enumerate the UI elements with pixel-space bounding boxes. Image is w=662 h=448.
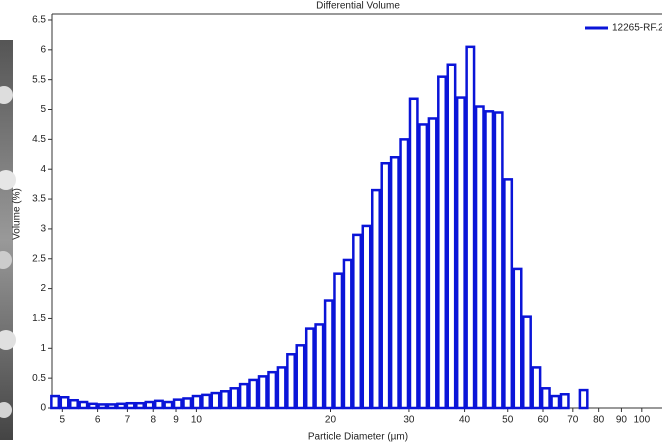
x-tick-label: 50 <box>502 415 514 426</box>
bar <box>127 403 134 408</box>
y-tick-label: 2 <box>40 283 46 294</box>
y-tick-label: 6 <box>40 44 46 55</box>
bar <box>70 400 77 408</box>
bar <box>476 107 483 408</box>
bar <box>561 394 568 408</box>
bar <box>334 274 341 408</box>
bar <box>165 402 172 408</box>
bar <box>401 139 408 408</box>
y-tick-label: 3.5 <box>32 194 46 205</box>
bar <box>429 118 436 408</box>
x-tick-label: 70 <box>567 415 579 426</box>
bar <box>353 235 360 408</box>
x-tick-label: 60 <box>537 415 549 426</box>
x-tick-label: 40 <box>459 415 471 426</box>
bar <box>485 111 492 408</box>
y-tick-label: 5 <box>40 104 46 115</box>
bar <box>419 124 426 408</box>
x-tick-label: 30 <box>403 415 415 426</box>
y-tick-label: 3 <box>40 224 46 235</box>
bar <box>382 163 389 408</box>
x-tick-label: 5 <box>60 415 66 426</box>
bar <box>533 367 540 408</box>
bar <box>61 397 68 408</box>
chart: Differential Volume Volume (%) Particle … <box>0 0 662 448</box>
bar <box>372 190 379 408</box>
bar <box>316 324 324 408</box>
bar <box>467 47 474 408</box>
y-axis-label: Volume (%) <box>12 188 23 240</box>
bar <box>240 384 247 408</box>
bar <box>504 179 511 408</box>
bar <box>542 388 549 408</box>
bar <box>287 354 294 408</box>
bar <box>448 65 455 408</box>
bar <box>552 396 559 408</box>
y-tick-label: 4.5 <box>32 134 46 145</box>
y-tick-label: 6.5 <box>32 15 46 26</box>
y-tick-label: 0 <box>40 403 46 414</box>
y-tick-label: 4 <box>40 164 46 175</box>
bar <box>438 77 445 408</box>
bar <box>523 317 530 408</box>
bar <box>99 404 106 408</box>
bar <box>268 372 275 408</box>
bar <box>457 98 464 408</box>
bar <box>80 402 87 408</box>
x-tick-label: 20 <box>325 415 337 426</box>
bar <box>391 157 398 408</box>
bar <box>221 391 229 408</box>
y-tick-label: 0.5 <box>32 373 46 384</box>
bar <box>306 329 313 408</box>
bar <box>183 398 190 408</box>
bar <box>155 401 162 408</box>
x-tick-label: 7 <box>125 415 131 426</box>
bar <box>325 301 332 408</box>
y-tick-label: 5.5 <box>32 74 46 85</box>
bar <box>514 269 521 408</box>
x-tick-label: 80 <box>593 415 605 426</box>
x-tick-label: 100 <box>633 415 650 426</box>
bar <box>297 345 304 408</box>
y-tick-label: 1 <box>40 343 46 354</box>
y-tick-label: 1.5 <box>32 313 46 324</box>
x-tick-label: 10 <box>191 415 203 426</box>
x-tick-label: 90 <box>616 415 628 426</box>
x-tick-label: 9 <box>173 415 179 426</box>
x-tick-label: 6 <box>95 415 101 426</box>
x-axis-label: Particle Diameter (µm) <box>308 432 408 443</box>
bar <box>259 376 266 408</box>
bar <box>117 404 124 408</box>
bar <box>202 395 209 408</box>
bar <box>51 396 58 408</box>
bar <box>249 380 257 408</box>
bar <box>344 260 351 408</box>
bar <box>174 400 181 408</box>
legend-label: 12265-RF.2 <box>612 23 662 34</box>
bar <box>231 388 238 408</box>
bar <box>212 393 219 408</box>
bar <box>363 226 370 408</box>
bar <box>495 113 502 409</box>
bar <box>136 403 143 408</box>
bar <box>146 402 153 408</box>
bar <box>89 404 96 408</box>
bar <box>278 367 285 408</box>
y-tick-label: 2.5 <box>32 253 46 264</box>
bar <box>108 404 115 408</box>
x-tick-label: 8 <box>150 415 156 426</box>
bar <box>580 390 587 408</box>
chart-title: Differential Volume <box>316 1 400 12</box>
bar <box>410 99 417 408</box>
bar <box>193 396 200 408</box>
